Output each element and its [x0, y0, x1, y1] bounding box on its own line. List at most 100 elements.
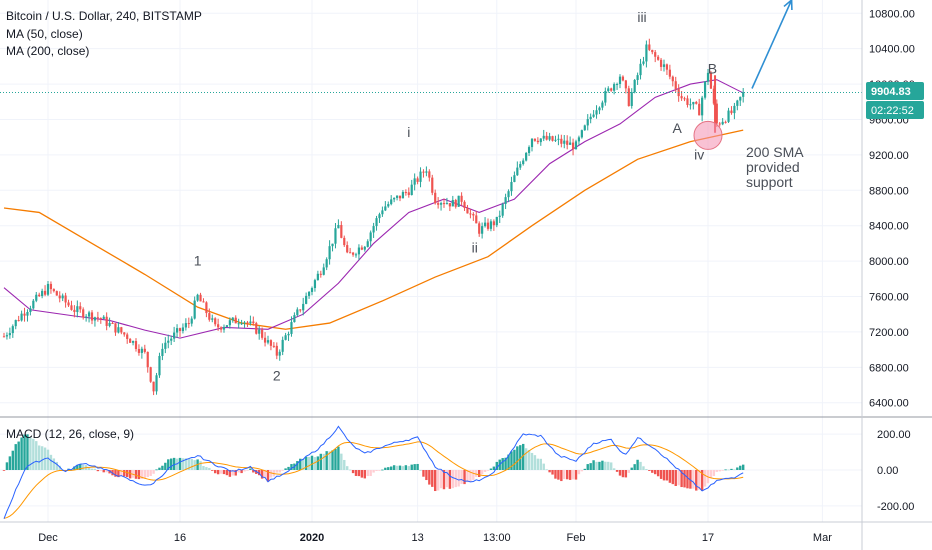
candle-body: [695, 102, 698, 104]
macd-histogram-bar: [225, 470, 229, 476]
grid-layer: [0, 0, 862, 522]
forecast-arrow-line: [751, 0, 793, 89]
candle-body: [199, 294, 202, 302]
macd-histogram-bar: [519, 445, 522, 470]
candle-body: [49, 283, 53, 290]
macd-histogram-bar: [566, 470, 569, 480]
candle-body: [11, 326, 14, 334]
macd-histogram-bar: [2, 470, 6, 471]
candle-body: [319, 273, 322, 275]
wave-label: B: [708, 60, 717, 76]
candle-body: [733, 105, 736, 114]
legend-ma50: MA (50, close): [6, 27, 83, 41]
candle-body: [272, 345, 275, 347]
candle-body: [249, 321, 252, 324]
candle-body: [17, 320, 20, 322]
candle-body: [29, 308, 32, 313]
candle-body: [557, 138, 560, 140]
macd-histogram-bar: [73, 466, 76, 470]
candle-body: [43, 290, 47, 295]
candle-body: [337, 225, 340, 229]
macd-histogram-bar: [140, 470, 144, 479]
candle-body: [645, 44, 648, 62]
candle-body: [105, 316, 108, 326]
time-tick-label: 13: [411, 532, 423, 544]
macd-histogram-bar: [742, 464, 745, 470]
macd-histogram-bar: [249, 468, 252, 470]
macd-histogram-bar: [545, 469, 548, 471]
macd-histogram-bar: [108, 470, 111, 474]
candle-body: [155, 375, 158, 392]
candle-body: [299, 309, 302, 311]
candle-body: [554, 139, 557, 141]
macd-histogram-bar: [583, 468, 586, 470]
candle-body: [170, 338, 173, 341]
candle-body: [70, 305, 73, 310]
macd-histogram-bar: [680, 470, 683, 488]
macd-histogram-bar: [563, 470, 566, 480]
macd-histogram-bar: [313, 457, 317, 470]
candle-body: [542, 135, 545, 139]
candle-body: [307, 291, 311, 296]
candle-body: [413, 178, 416, 185]
candle-body: [316, 273, 319, 281]
candle-body: [305, 295, 308, 304]
macd-histogram-bar: [527, 449, 531, 470]
candle-body: [349, 252, 352, 254]
candle-body: [87, 312, 91, 317]
candle-body: [445, 203, 449, 205]
candle-body: [357, 247, 361, 255]
candle-body: [595, 110, 598, 115]
macd-histogram-bar: [20, 437, 23, 470]
candle-body: [351, 252, 355, 255]
candle-body: [196, 294, 199, 301]
macd-histogram-bar: [126, 470, 129, 477]
candle-body: [431, 177, 434, 193]
wave-label: iii: [637, 9, 646, 25]
macd-histogram-bar: [425, 470, 428, 481]
candle-body: [522, 160, 525, 165]
candle-body: [146, 351, 149, 368]
candle-body: [93, 317, 97, 321]
candle-body: [325, 259, 328, 268]
candle-body: [395, 195, 399, 198]
candle-body: [607, 88, 610, 91]
macd-histogram-bar: [328, 451, 331, 470]
macd-histogram-bar: [495, 461, 498, 470]
macd-histogram-bar: [243, 470, 246, 472]
candle-body: [451, 199, 454, 207]
candle-body: [639, 63, 642, 76]
macd-histogram-bar: [281, 470, 284, 471]
candle-body: [636, 75, 639, 80]
macd-histogram-bar: [639, 461, 642, 470]
macd-histogram-bar: [96, 470, 100, 472]
ma200-layer: [3, 129, 744, 330]
candle-body: [437, 203, 440, 205]
candle-body: [539, 138, 542, 143]
candle-body: [82, 309, 85, 318]
candle-body: [131, 341, 135, 343]
candle-body: [422, 171, 425, 173]
candle-body: [407, 192, 410, 196]
candle-body: [134, 341, 138, 349]
macd-histogram-bar: [167, 459, 170, 470]
candle-body: [79, 306, 82, 310]
candle-body: [739, 96, 742, 101]
macd-histogram-bar: [58, 465, 61, 470]
macd-histogram-bar: [730, 468, 733, 470]
candle-body: [604, 90, 607, 103]
candle-body: [454, 199, 457, 207]
macd-histogram-bar: [234, 470, 237, 476]
macd-histogram-bar: [689, 470, 692, 489]
candle-body: [38, 294, 41, 297]
wave-label: A: [673, 120, 683, 136]
candle-body: [73, 309, 76, 313]
macd-histogram-bar: [184, 458, 188, 470]
macd-histogram-bar: [469, 470, 472, 482]
candle-body: [205, 302, 208, 314]
candle-body: [633, 79, 636, 93]
macd-histogram-bar: [460, 470, 463, 484]
macd-histogram-bar: [533, 455, 537, 470]
candle-body: [193, 300, 196, 319]
